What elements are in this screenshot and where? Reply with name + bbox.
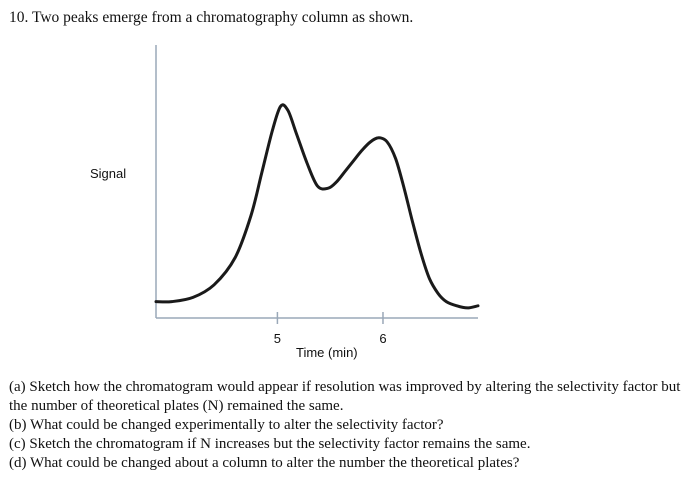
part-c: (c) Sketch the chromatogram if N increas…: [9, 436, 531, 452]
question-parts: (a) Sketch how the chromatogram would ap…: [9, 378, 697, 473]
question-title: 10. Two peaks emerge from a chromatograp…: [9, 9, 414, 26]
part-b: (b) What could be changed experimentally…: [9, 417, 444, 433]
x-tick-label: 5: [274, 331, 281, 346]
part-d: (d) What could be changed about a column…: [9, 455, 520, 471]
y-axis-label: Signal: [90, 166, 126, 181]
part-a: (a) Sketch how the chromatogram would ap…: [9, 379, 681, 414]
chromatogram-chart: 5 6 Signal Time (min): [90, 45, 480, 360]
x-axis-label: Time (min): [296, 345, 358, 360]
x-tick-label: 6: [379, 331, 386, 346]
signal-line: [154, 103, 480, 310]
